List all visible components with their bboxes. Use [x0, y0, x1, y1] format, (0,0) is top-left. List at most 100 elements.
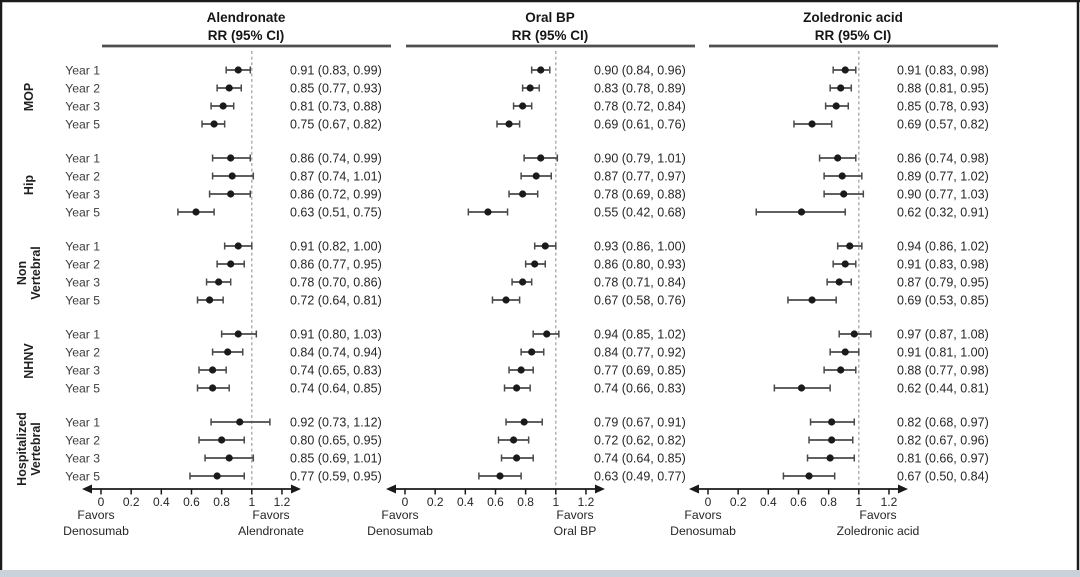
point-estimate — [850, 330, 858, 338]
tick-label: 1.2 — [578, 495, 595, 509]
estimate-value: 0.94 (0.86, 1.02) — [897, 240, 989, 254]
estimate-value: 0.92 (0.73, 1.12) — [290, 416, 382, 430]
favors-left-line: Favors — [684, 508, 721, 522]
estimate-value: 0.87 (0.77, 0.97) — [594, 170, 686, 184]
point-estimate — [502, 296, 510, 304]
point-estimate — [543, 330, 551, 338]
axis-arrow-right — [290, 484, 301, 494]
estimate-value: 0.78 (0.70, 0.86) — [290, 276, 382, 290]
estimate-value: 0.86 (0.74, 0.98) — [897, 152, 989, 166]
favors-right-line: Zoledronic acid — [837, 524, 920, 538]
estimate-row: 0.88 (0.81, 0.95) — [829, 82, 989, 96]
point-estimate — [828, 436, 836, 444]
panel-zoledronic-acid: Zoledronic acid RR (95% CI) 0.91 (0.83, 0.… — [670, 10, 998, 538]
estimate-value: 0.91 (0.83, 0.99) — [290, 64, 382, 78]
estimate-row: 0.94 (0.85, 1.02) — [532, 328, 686, 342]
point-estimate — [234, 330, 242, 338]
estimate-row: 0.86 (0.74, 0.98) — [818, 152, 989, 166]
estimate-row: 0.90 (0.77, 1.03) — [823, 188, 989, 202]
estimate-value: 0.74 (0.64, 0.85) — [594, 452, 686, 466]
estimate-row: 0.84 (0.74, 0.94) — [211, 346, 382, 360]
estimate-row: 0.62 (0.44, 0.81) — [773, 382, 989, 396]
estimate-row: 0.67 (0.50, 0.84) — [782, 470, 989, 484]
group-label-mop: MOP — [22, 83, 36, 111]
estimate-row: 0.63 (0.51, 0.75) — [177, 206, 382, 220]
tick-label: 0.4 — [760, 495, 777, 509]
estimate-row: 0.91 (0.82, 1.00) — [223, 240, 382, 254]
estimate-row: 0.69 (0.53, 0.85) — [787, 294, 989, 308]
point-estimate — [213, 472, 221, 480]
favors-right-line: Favors — [556, 508, 593, 522]
estimate-value: 0.94 (0.85, 1.02) — [594, 328, 686, 342]
year-label: Year 1 — [65, 328, 100, 342]
estimate-row: 0.78 (0.71, 0.84) — [511, 276, 686, 290]
point-estimate — [537, 66, 545, 74]
group-label-non-vertebral: Vertebral — [29, 246, 43, 300]
tick-label: 0.6 — [790, 495, 807, 509]
estimate-value: 0.81 (0.66, 0.97) — [897, 452, 989, 466]
estimate-row: 0.77 (0.59, 0.95) — [189, 470, 382, 484]
point-estimate — [517, 366, 525, 374]
year-label: Year 1 — [65, 64, 100, 78]
estimate-row: 0.74 (0.64, 0.85) — [500, 452, 686, 466]
estimate-row: 0.89 (0.77, 1.02) — [823, 170, 989, 184]
year-label: Year 2 — [65, 170, 100, 184]
favors-left-line: Favors — [77, 508, 114, 522]
estimate-value: 0.72 (0.64, 0.81) — [290, 294, 382, 308]
tick-label: 1 — [855, 495, 862, 509]
estimate-value: 0.86 (0.77, 0.95) — [290, 258, 382, 272]
tick-label: 0 — [98, 495, 105, 509]
estimate-row: 0.79 (0.67, 0.91) — [505, 416, 686, 430]
group-label-nhnv: NHNV — [22, 343, 36, 379]
estimate-row: 0.74 (0.66, 0.83) — [503, 382, 686, 396]
estimate-value: 0.93 (0.86, 1.00) — [594, 240, 686, 254]
estimate-row: 0.92 (0.73, 1.12) — [210, 416, 382, 430]
estimate-value: 0.67 (0.50, 0.84) — [897, 470, 989, 484]
bottom-strip — [0, 570, 1080, 577]
estimate-value: 0.74 (0.66, 0.83) — [594, 382, 686, 396]
estimate-value: 0.69 (0.57, 0.82) — [897, 118, 989, 132]
x-axis: 0 0.2 0.4 0.6 0.8 1 1.2 — [386, 484, 605, 509]
tick-label: 0.4 — [153, 495, 170, 509]
year-label: Year 2 — [65, 346, 100, 360]
year-label: Year 2 — [65, 82, 100, 96]
estimate-row: 0.91 (0.83, 0.98) — [832, 258, 989, 272]
point-estimate — [509, 436, 518, 444]
estimate-value: 0.91 (0.80, 1.03) — [290, 328, 382, 342]
point-estimate — [526, 84, 534, 92]
tick-label: 0.8 — [820, 495, 837, 509]
tick-label: 0.6 — [487, 495, 504, 509]
estimate-value: 0.86 (0.80, 0.93) — [594, 258, 686, 272]
year-label: Year 5 — [65, 206, 100, 220]
estimate-value: 0.74 (0.64, 0.85) — [290, 382, 382, 396]
year-label: Year 2 — [65, 434, 100, 448]
year-label: Year 3 — [65, 100, 100, 114]
favors-left-line: Favors — [381, 508, 418, 522]
estimate-value: 0.78 (0.69, 0.88) — [594, 188, 686, 202]
panel-subtitle: RR (95% CI) — [512, 28, 589, 43]
point-estimate — [531, 260, 539, 268]
point-estimate — [205, 296, 214, 304]
point-estimate — [208, 384, 217, 392]
x-axis: 0 0.2 0.4 0.6 0.8 1 1.2 — [82, 484, 301, 509]
estimate-value: 0.89 (0.77, 1.02) — [897, 170, 989, 184]
tick-label: 0 — [705, 495, 712, 509]
panel-subtitle: RR (95% CI) — [815, 28, 892, 43]
point-estimate — [808, 120, 816, 128]
estimate-row: 0.62 (0.32, 0.91) — [755, 206, 989, 220]
estimate-value: 0.62 (0.44, 0.81) — [897, 382, 989, 396]
estimate-value: 0.72 (0.62, 0.82) — [594, 434, 686, 448]
estimate-value: 0.91 (0.83, 0.98) — [897, 64, 989, 78]
point-estimate — [528, 348, 536, 356]
estimate-value: 0.83 (0.78, 0.89) — [594, 82, 686, 96]
axis-arrow-left — [82, 484, 92, 494]
year-label: Year 1 — [65, 416, 100, 430]
year-label: Year 5 — [65, 118, 100, 132]
estimate-value: 0.97 (0.87, 1.08) — [897, 328, 989, 342]
estimate-value: 0.79 (0.67, 0.91) — [594, 416, 686, 430]
point-estimate — [519, 102, 527, 110]
estimate-value: 0.69 (0.61, 0.76) — [594, 118, 686, 132]
point-estimate — [215, 278, 223, 286]
